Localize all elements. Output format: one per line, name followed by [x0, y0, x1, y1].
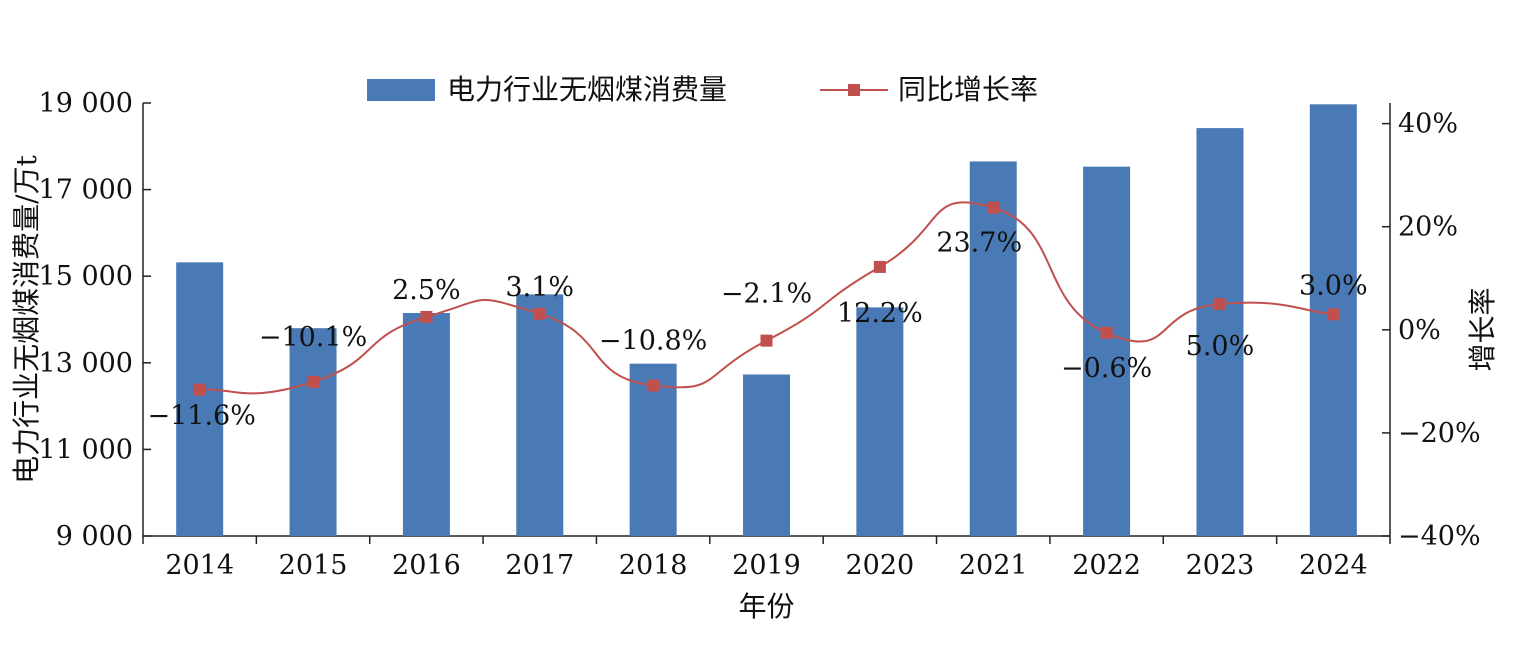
x-tick-label: 2024	[1299, 550, 1368, 581]
growth-marker-2020	[873, 260, 886, 273]
bar-2018	[629, 363, 677, 536]
y2-tick-label: −20%	[1398, 418, 1481, 449]
legend: 电力行业无烟煤消费量 同比增长率	[367, 73, 1038, 106]
line-series	[193, 201, 1340, 396]
x-axis-title: 年份	[738, 590, 794, 623]
growth-marker-2015	[307, 375, 320, 388]
growth-marker-2017	[533, 307, 546, 320]
y2-tick-label: −40%	[1398, 521, 1481, 552]
bar-2016	[402, 313, 450, 536]
y-tick-label: 11 000	[39, 434, 133, 465]
bar-2017	[516, 294, 564, 536]
growth-label-2022: −0.6%	[1061, 353, 1152, 384]
legend-label-line: 同比增长率	[898, 73, 1038, 106]
growth-marker-2014	[193, 383, 206, 396]
x-tick-label: 2017	[505, 550, 574, 581]
bar-2019	[743, 374, 790, 536]
growth-marker-2021	[987, 201, 1000, 214]
x-tick-label: 2018	[619, 550, 688, 581]
growth-marker-2022	[1100, 326, 1113, 339]
growth-label-2015: −10.1%	[259, 322, 367, 353]
growth-marker-2018	[647, 379, 660, 392]
y2-axis-title: 增长率	[1466, 287, 1499, 371]
growth-label-2023: 5.0%	[1186, 331, 1255, 362]
bar-2014	[176, 262, 224, 536]
bar-2020	[856, 307, 904, 536]
legend-label-bar: 电力行业无烟煤消费量	[447, 73, 727, 106]
x-tick-label: 2020	[846, 550, 915, 581]
y-tick-label: 9 000	[56, 521, 133, 552]
y-tick-label: 13 000	[39, 348, 133, 379]
growth-marker-2024	[1327, 308, 1340, 321]
x-tick-label: 2014	[165, 550, 234, 581]
y-axis-title: 电力行业无烟煤消费量/万t	[10, 154, 43, 483]
data-labels: −11.6% −10.1% 2.5% 3.1% −10.8% −2.1% 12.2% 23.7…	[147, 228, 1367, 432]
x-tick-label: 2022	[1072, 550, 1141, 581]
x-tick-label: 2023	[1186, 550, 1255, 581]
y-tick-label: 19 000	[39, 88, 133, 119]
growth-marker-2019	[760, 334, 773, 347]
growth-label-2021: 23.7%	[936, 228, 1022, 259]
y2-tick-label: 40%	[1398, 109, 1458, 140]
x-tick-label: 2015	[279, 550, 348, 581]
growth-label-2016: 2.5%	[392, 275, 461, 306]
growth-label-2024: 3.0%	[1299, 270, 1368, 301]
y2-tick-label: 0%	[1398, 315, 1441, 346]
growth-label-2017: 3.1%	[505, 272, 574, 303]
legend-swatch-bar	[367, 79, 435, 101]
growth-marker-2023	[1213, 298, 1226, 311]
y-tick-label: 15 000	[39, 261, 133, 292]
growth-label-2018: −10.8%	[599, 325, 707, 356]
growth-label-2020: 12.2%	[837, 298, 923, 329]
growth-label-2014: −11.6%	[147, 401, 255, 432]
x-tick-label: 2016	[392, 550, 461, 581]
axes: 9 000 11 000 13 000 15 000 17 000 19 000 −40% −…	[10, 88, 1499, 623]
bar-2015	[289, 328, 337, 536]
bar-series	[176, 104, 1357, 536]
bar-2021	[969, 161, 1017, 536]
y2-tick-label: 20%	[1398, 212, 1458, 243]
bar-2022	[1083, 166, 1131, 536]
growth-marker-2016	[420, 310, 433, 323]
bar-2023	[1196, 128, 1244, 536]
x-tick-label: 2019	[732, 550, 801, 581]
legend-swatch-marker	[848, 84, 860, 96]
growth-label-2019: −2.1%	[721, 279, 812, 310]
x-tick-label: 2021	[959, 550, 1028, 581]
y-tick-label: 17 000	[39, 175, 133, 206]
